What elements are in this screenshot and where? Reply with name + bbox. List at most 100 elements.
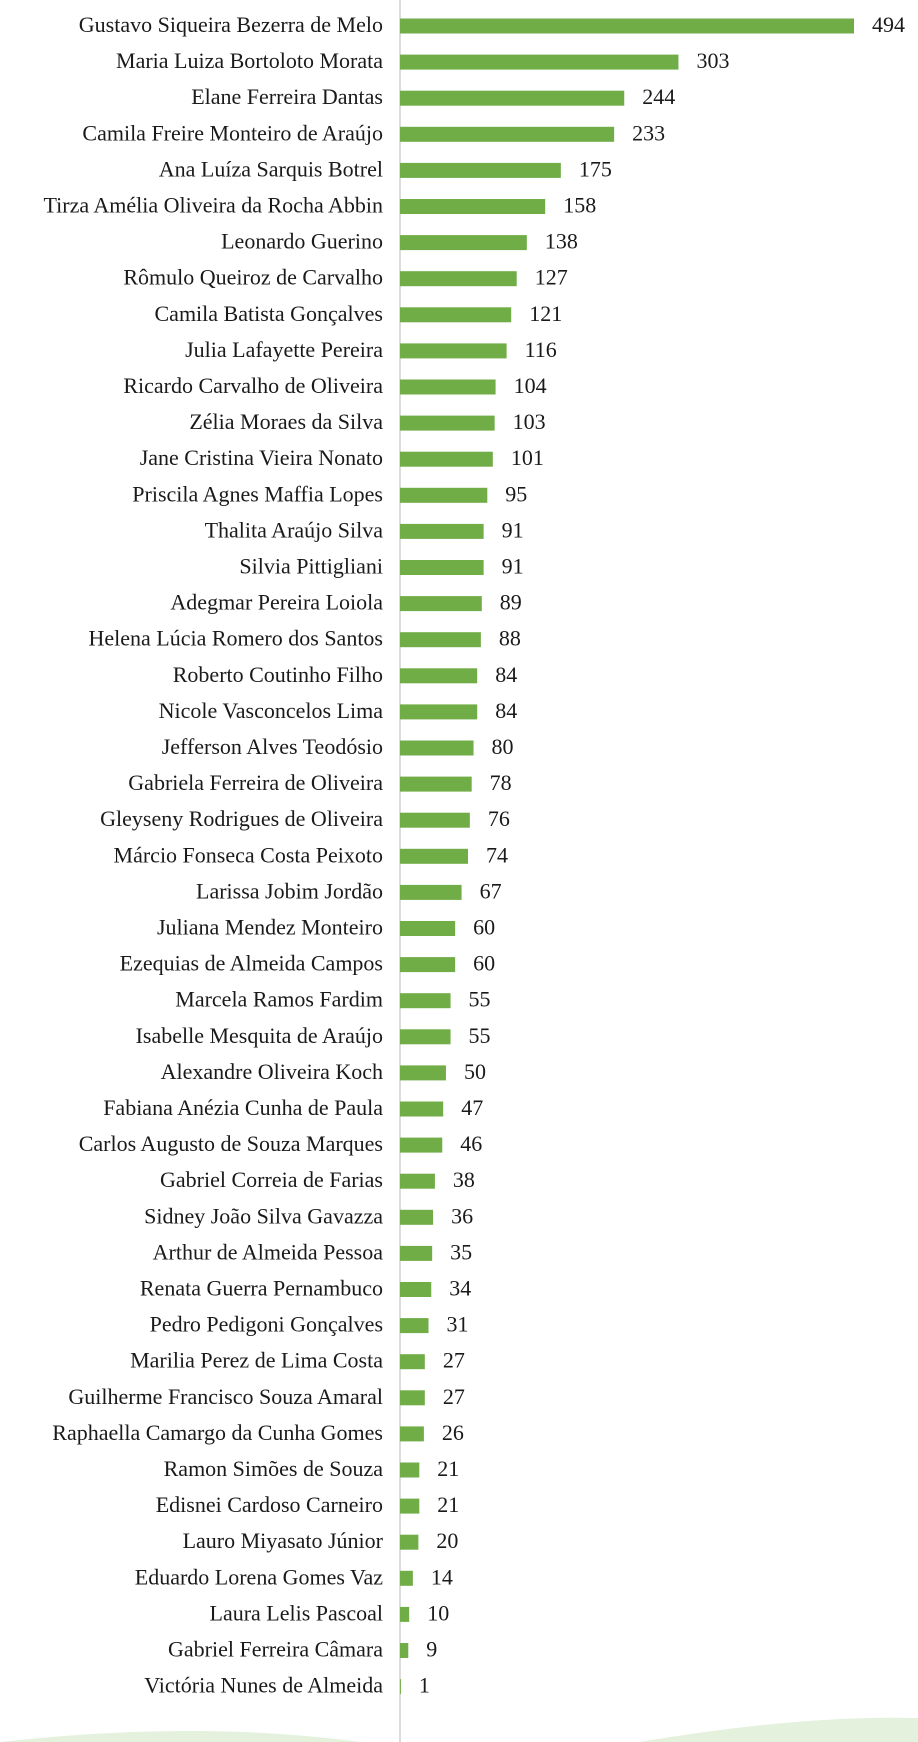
bar — [400, 451, 493, 467]
bar — [400, 1534, 419, 1550]
value-label: 91 — [502, 517, 524, 542]
value-label: 46 — [460, 1131, 482, 1156]
category-label: Maria Luiza Bortoloto Morata — [116, 48, 383, 73]
value-label: 55 — [469, 1023, 491, 1048]
bar — [400, 1209, 434, 1225]
bar — [400, 740, 474, 756]
bar — [400, 812, 470, 828]
bar — [400, 126, 615, 142]
value-label: 55 — [469, 987, 491, 1012]
bar — [400, 704, 478, 720]
category-label: Gabriela Ferreira de Oliveira — [128, 770, 383, 795]
bar — [400, 1643, 409, 1658]
value-label: 21 — [437, 1492, 459, 1517]
value-label: 1 — [419, 1673, 430, 1698]
bar — [400, 379, 496, 395]
category-label: Juliana Mendez Monteiro — [157, 915, 383, 940]
bar — [400, 523, 484, 539]
category-label: Guilherme Francisco Souza Amaral — [68, 1384, 383, 1409]
category-label: Márcio Fonseca Costa Peixoto — [114, 842, 383, 867]
value-label: 95 — [505, 481, 527, 506]
value-label: 76 — [488, 806, 510, 831]
bar — [400, 1137, 443, 1153]
category-label: Lauro Miyasato Júnior — [183, 1528, 384, 1553]
value-label: 27 — [443, 1348, 465, 1373]
bar — [400, 1354, 425, 1370]
category-label: Tirza Amélia Oliveira da Rocha Abbin — [43, 193, 383, 218]
value-label: 47 — [461, 1095, 483, 1120]
category-label: Eduardo Lorena Gomes Vaz — [135, 1564, 383, 1589]
value-label: 10 — [427, 1600, 449, 1625]
category-label: Pedro Pedigoni Gonçalves — [150, 1312, 383, 1337]
value-label: 244 — [642, 84, 675, 109]
value-label: 104 — [514, 373, 547, 398]
category-label: Zélia Moraes da Silva — [189, 409, 383, 434]
category-label: Renata Guerra Pernambuco — [140, 1276, 383, 1301]
bar — [400, 307, 512, 323]
category-label: Camila Batista Gonçalves — [155, 301, 384, 326]
bar — [400, 487, 488, 503]
value-label: 158 — [563, 193, 596, 218]
category-label: Laura Lelis Pascoal — [210, 1600, 384, 1625]
category-label: Isabelle Mesquita de Araújo — [136, 1023, 383, 1048]
value-label: 27 — [443, 1384, 465, 1409]
bar — [400, 884, 462, 900]
category-label: Larissa Jobim Jordão — [196, 878, 383, 903]
bar — [400, 957, 456, 973]
value-label: 26 — [442, 1420, 464, 1445]
value-label: 20 — [436, 1528, 458, 1553]
value-label: 121 — [529, 301, 562, 326]
bar — [400, 632, 481, 648]
category-label: Roberto Coutinho Filho — [173, 662, 383, 687]
category-label: Thalita Araújo Silva — [205, 517, 384, 542]
bar — [400, 54, 679, 70]
value-label: 89 — [500, 590, 522, 615]
bar — [400, 1498, 420, 1514]
value-label: 36 — [451, 1203, 473, 1228]
value-label: 60 — [473, 951, 495, 976]
bar — [400, 1679, 401, 1695]
value-label: 34 — [449, 1276, 471, 1301]
bar — [400, 343, 507, 359]
category-label: Nicole Vasconcelos Lima — [159, 698, 384, 723]
bar — [400, 90, 625, 106]
category-label: Silvia Pittigliani — [239, 554, 383, 579]
value-label: 84 — [495, 662, 517, 687]
value-label: 127 — [535, 265, 568, 290]
bar — [400, 235, 527, 251]
category-label: Ricardo Carvalho de Oliveira — [123, 373, 383, 398]
bar — [400, 560, 484, 575]
bar — [400, 1390, 425, 1406]
value-label: 91 — [502, 554, 524, 579]
bar — [400, 921, 456, 936]
value-label: 80 — [492, 734, 514, 759]
category-label: Leonardo Guerino — [221, 229, 383, 254]
value-label: 175 — [579, 156, 612, 181]
bar — [400, 1318, 429, 1334]
category-label: Helena Lúcia Romero dos Santos — [89, 626, 384, 651]
category-label: Priscila Agnes Maffia Lopes — [132, 481, 383, 506]
category-label: Carlos Augusto de Souza Marques — [79, 1131, 383, 1156]
decoration — [0, 1731, 360, 1742]
value-label: 74 — [486, 842, 508, 867]
value-label: 78 — [490, 770, 512, 795]
category-label: Sidney João Silva Gavazza — [144, 1203, 383, 1228]
category-label: Gleyseny Rodrigues de Oliveira — [100, 806, 383, 831]
bar — [400, 1426, 424, 1442]
value-label: 233 — [632, 120, 665, 145]
value-label: 21 — [437, 1456, 459, 1481]
bar — [400, 1101, 444, 1117]
value-label: 60 — [473, 915, 495, 940]
value-label: 138 — [545, 229, 578, 254]
value-label: 494 — [872, 12, 905, 37]
category-label: Julia Lafayette Pereira — [185, 337, 383, 362]
bar — [400, 415, 495, 431]
category-label: Ezequias de Almeida Campos — [120, 951, 383, 976]
bar — [400, 1065, 446, 1081]
value-label: 14 — [431, 1564, 453, 1589]
category-label: Jefferson Alves Teodósio — [162, 734, 383, 759]
bar — [400, 776, 472, 792]
bar — [400, 271, 517, 287]
category-label: Edisnei Cardoso Carneiro — [156, 1492, 383, 1517]
category-label: Fabiana Anézia Cunha de Paula — [103, 1095, 383, 1120]
